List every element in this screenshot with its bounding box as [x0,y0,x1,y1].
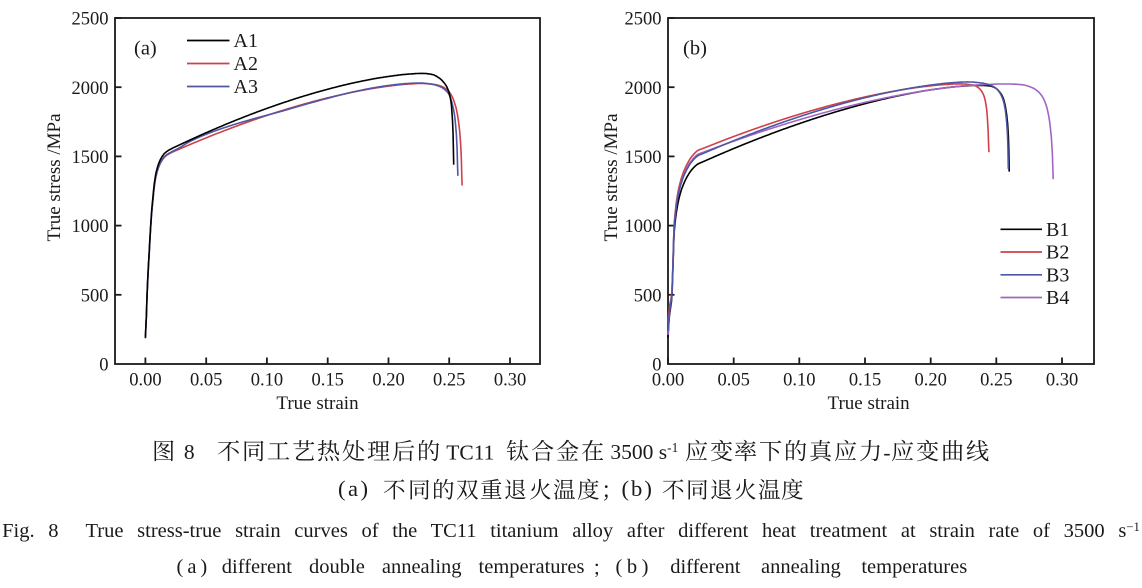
svg-text:1000: 1000 [625,217,662,237]
svg-text:0.05: 0.05 [718,370,750,390]
svg-text:500: 500 [634,286,662,306]
svg-text:True strain: True strain [828,393,911,414]
svg-text:1500: 1500 [625,148,662,168]
svg-text:1000: 1000 [72,217,109,237]
svg-text:0.15: 0.15 [312,370,344,390]
svg-text:B3: B3 [1046,264,1069,286]
svg-text:2000: 2000 [72,79,109,99]
svg-text:(b): (b) [683,38,707,60]
svg-text:(a): (a) [134,38,157,60]
svg-text:1500: 1500 [72,148,109,168]
svg-text:0.25: 0.25 [980,370,1012,390]
svg-text:0.30: 0.30 [1046,370,1078,390]
svg-text:0.10: 0.10 [783,370,815,390]
svg-text:0.00: 0.00 [129,370,161,390]
svg-text:0: 0 [652,356,661,376]
svg-text:A1: A1 [234,30,258,52]
svg-text:0.10: 0.10 [251,370,283,390]
svg-text:B1: B1 [1046,219,1069,241]
svg-text:0: 0 [99,356,108,376]
svg-text:True strain: True strain [276,393,359,414]
svg-text:0.30: 0.30 [494,370,526,390]
svg-text:0.15: 0.15 [849,370,881,390]
svg-text:A3: A3 [234,76,258,98]
svg-text:2000: 2000 [625,79,662,99]
svg-text:500: 500 [81,286,109,306]
svg-text:0.00: 0.00 [652,370,684,390]
svg-text:2500: 2500 [72,10,109,30]
svg-text:B4: B4 [1046,287,1069,309]
svg-text:A2: A2 [234,53,258,75]
svg-text:0.25: 0.25 [433,370,465,390]
svg-text:0.05: 0.05 [190,370,222,390]
svg-text:True stress /MPa: True stress /MPa [601,113,622,242]
svg-text:B2: B2 [1046,242,1069,264]
svg-text:2500: 2500 [625,10,662,30]
svg-text:0.20: 0.20 [915,370,947,390]
svg-text:True stress /MPa: True stress /MPa [44,113,65,242]
svg-text:0.20: 0.20 [372,370,404,390]
